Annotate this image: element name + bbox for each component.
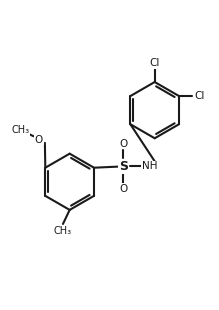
Text: CH₃: CH₃ xyxy=(11,125,29,135)
Text: CH₃: CH₃ xyxy=(54,226,72,236)
Text: S: S xyxy=(119,160,128,173)
Text: Cl: Cl xyxy=(150,58,160,68)
Text: Cl: Cl xyxy=(194,91,204,101)
Text: O: O xyxy=(35,135,43,144)
Text: O: O xyxy=(119,184,127,194)
Text: NH: NH xyxy=(142,162,158,171)
Text: O: O xyxy=(119,139,127,148)
